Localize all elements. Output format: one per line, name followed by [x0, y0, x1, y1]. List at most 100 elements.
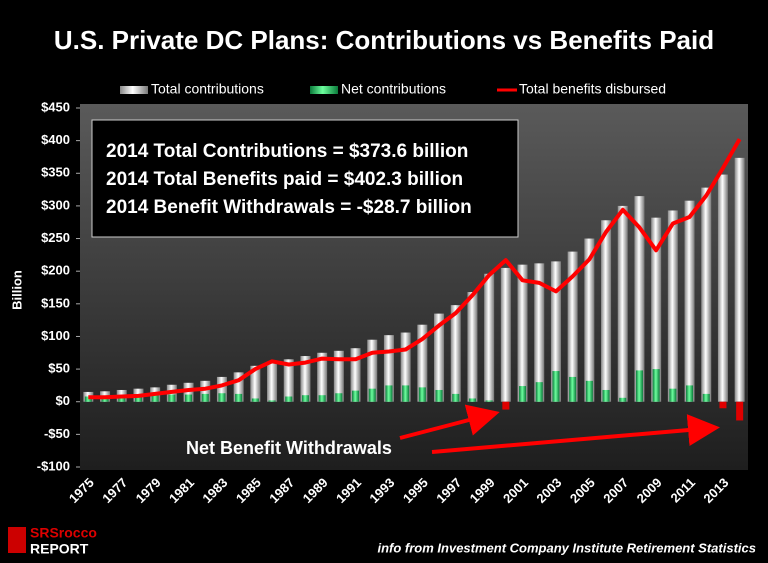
bar [200, 380, 211, 402]
bar [617, 205, 628, 402]
bar [350, 348, 361, 402]
bar [634, 196, 645, 402]
x-tick-label: 1993 [366, 475, 397, 506]
bar [267, 362, 278, 402]
annotation: 2014 Total Contributions = $373.6 billio… [106, 141, 468, 162]
bar [183, 382, 194, 402]
arrow [431, 414, 720, 454]
bar [352, 390, 360, 402]
x-tick-label: 1997 [433, 475, 464, 506]
x-tick-label: 2007 [600, 475, 631, 506]
bar [485, 400, 493, 402]
bar [285, 396, 293, 402]
x-tick-label: 1981 [166, 475, 197, 506]
source: info from Investment Company Institute R… [377, 540, 756, 555]
y-tick-label: $300 [41, 197, 70, 212]
y-tick-label: $250 [41, 230, 70, 245]
bar [701, 187, 712, 402]
bar [601, 220, 612, 402]
x-tick-label: 1989 [300, 475, 331, 506]
x-tick-label: 2009 [634, 475, 665, 506]
bar [335, 393, 343, 402]
y-tick-label: $50 [48, 361, 70, 376]
bar [602, 389, 610, 402]
bar [569, 376, 577, 402]
x-tick-label: 2001 [500, 475, 531, 506]
bar [434, 313, 445, 402]
y-tick-label: -$100 [37, 458, 70, 473]
bar [185, 394, 193, 402]
bar [400, 332, 411, 402]
bar [584, 238, 595, 402]
bar [301, 395, 309, 402]
x-tick-label: 1985 [233, 475, 264, 506]
bar [519, 386, 527, 402]
bar [368, 388, 376, 402]
bar [417, 324, 428, 402]
bar [585, 380, 593, 402]
annotation: 2014 Benefit Withdrawals = -$28.7 billio… [106, 197, 472, 218]
y-tick-label: -$50 [44, 426, 70, 441]
x-tick-label: 2005 [567, 475, 598, 506]
bar [684, 200, 695, 402]
bar [686, 385, 694, 402]
bar [652, 369, 660, 402]
bar [717, 174, 728, 402]
x-tick-label: 1977 [99, 475, 130, 506]
bar [452, 393, 460, 402]
y-tick-label: $400 [41, 132, 70, 147]
callout: Net Benefit Withdrawals [186, 438, 392, 458]
x-tick-label: 1979 [133, 475, 164, 506]
bar [134, 395, 142, 402]
x-tick-label: 1995 [400, 475, 431, 506]
bar [450, 305, 461, 402]
bar [318, 395, 326, 402]
legend-label: Net contributions [341, 81, 446, 97]
x-tick-label: 1991 [333, 475, 364, 506]
y-tick-label: $200 [41, 263, 70, 278]
logo-text: SRSrocco [30, 525, 97, 541]
x-tick-label: 2013 [700, 475, 731, 506]
x-tick-label: 1999 [467, 475, 498, 506]
bar [719, 401, 727, 409]
marks [83, 138, 745, 421]
bar [235, 393, 243, 402]
bar [218, 393, 226, 402]
bar [216, 376, 227, 402]
bar [552, 371, 560, 402]
bar [317, 352, 328, 402]
bar [467, 292, 478, 402]
bar [550, 261, 561, 402]
bar [250, 365, 261, 402]
bar [651, 217, 662, 402]
bar [736, 401, 744, 421]
legend-label: Total contributions [151, 81, 264, 97]
logo-text: REPORT [30, 541, 89, 557]
bar [385, 385, 393, 402]
x-tick-label: 2011 [668, 475, 699, 506]
y-tick-label: $150 [41, 295, 70, 310]
x-tick-label: 1975 [66, 475, 97, 506]
x-tick-label: 2003 [533, 475, 564, 506]
bar [418, 387, 426, 402]
y-axis-label: Billion [9, 270, 24, 310]
annotation-box [91, 119, 519, 238]
bar [635, 370, 643, 402]
bar [333, 350, 344, 402]
y-tick-label: $350 [41, 165, 70, 180]
legend-swatch [120, 86, 148, 94]
chart-title: U.S. Private DC Plans: Contributions vs … [54, 25, 714, 55]
bar [500, 267, 511, 402]
x-tick-label: 1983 [199, 475, 230, 506]
legend-label: Total benefits disbursed [519, 81, 666, 97]
bar [502, 401, 510, 410]
bar [534, 263, 545, 402]
bar [383, 335, 394, 402]
y-tick-label: $0 [56, 393, 70, 408]
bar [619, 397, 627, 402]
bar [300, 356, 311, 402]
bar [702, 393, 710, 402]
bar [435, 389, 443, 402]
bar [168, 394, 176, 402]
